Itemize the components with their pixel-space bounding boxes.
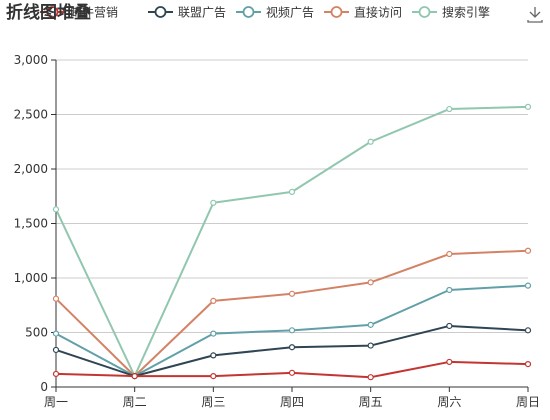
legend-item[interactable]: 直接访问 xyxy=(324,5,402,20)
data-point[interactable] xyxy=(288,369,296,376)
series-lines xyxy=(52,103,532,381)
x-tick-label: 周六 xyxy=(437,395,461,409)
legend-label: 视频广告 xyxy=(266,5,314,20)
legend-label: 邮件营销 xyxy=(70,6,118,20)
data-point[interactable] xyxy=(446,286,453,294)
data-point[interactable] xyxy=(52,330,60,337)
x-tick-label: 周日 xyxy=(516,395,540,409)
y-tick-label: 2,500 xyxy=(14,108,48,122)
data-point[interactable] xyxy=(210,330,217,337)
x-tick-label: 周一 xyxy=(44,395,68,409)
data-point[interactable] xyxy=(288,327,296,334)
data-point[interactable] xyxy=(52,370,60,378)
data-point[interactable] xyxy=(210,297,217,304)
legend-item[interactable]: 邮件营销 xyxy=(40,6,118,20)
data-point[interactable] xyxy=(367,321,374,328)
x-tick-label: 周三 xyxy=(201,395,225,409)
data-point[interactable] xyxy=(367,374,374,381)
data-point[interactable] xyxy=(210,352,217,359)
legend-label: 联盟广告 xyxy=(178,6,226,20)
data-point[interactable] xyxy=(446,358,453,366)
legend[interactable]: 邮件营销 联盟广告 视频广告 直接访问 搜索引擎 xyxy=(40,5,490,20)
legend-swatch-marker xyxy=(242,6,255,18)
y-tick-label: 3,000 xyxy=(14,53,48,67)
data-point[interactable] xyxy=(210,373,217,380)
grid-lines xyxy=(56,59,528,333)
data-point[interactable] xyxy=(52,206,60,213)
data-point[interactable] xyxy=(446,322,453,330)
data-point[interactable] xyxy=(52,295,60,302)
data-point[interactable] xyxy=(524,247,532,254)
legend-item[interactable]: 搜索引擎 xyxy=(412,5,490,20)
data-point[interactable] xyxy=(52,346,60,354)
y-tick-label: 1,500 xyxy=(14,217,48,231)
data-point[interactable] xyxy=(524,103,532,110)
chart-title: 折线图堆叠 xyxy=(6,2,91,23)
download-icon[interactable] xyxy=(527,7,543,23)
data-point[interactable] xyxy=(524,282,532,289)
x-tick-label: 周五 xyxy=(359,395,383,409)
data-point[interactable] xyxy=(524,361,532,368)
x-tick-label: 周二 xyxy=(123,395,147,409)
legend-swatch-marker xyxy=(418,6,431,18)
data-point[interactable] xyxy=(367,342,374,349)
y-tick-label: 1,000 xyxy=(14,271,48,285)
data-point[interactable] xyxy=(367,279,374,286)
data-point[interactable] xyxy=(524,327,532,334)
y-tick-label: 500 xyxy=(25,326,48,340)
data-point[interactable] xyxy=(210,199,217,206)
y-tick-label: 2,000 xyxy=(14,162,48,176)
y-tick-label: 0 xyxy=(40,380,48,394)
data-point[interactable] xyxy=(131,373,138,380)
data-point[interactable] xyxy=(288,344,296,351)
legend-swatch-marker xyxy=(330,6,343,18)
data-point[interactable] xyxy=(288,290,296,297)
data-point[interactable] xyxy=(446,250,453,258)
legend-label: 搜索引擎 xyxy=(442,5,490,20)
data-point[interactable] xyxy=(446,105,453,113)
data-point[interactable] xyxy=(288,188,296,195)
legend-swatch-marker xyxy=(46,6,59,18)
legend-item[interactable]: 联盟广告 xyxy=(148,6,226,20)
axes: 0 500 1,000 1,500 2,000 2,500 3,000 周一 周二 周三 周四 周五 周… xyxy=(14,53,540,409)
legend-label: 直接访问 xyxy=(354,5,402,20)
legend-item[interactable]: 视频广告 xyxy=(236,5,314,20)
data-point[interactable] xyxy=(367,138,374,145)
x-tick-label: 周四 xyxy=(280,395,304,409)
legend-swatch-marker xyxy=(154,6,167,18)
series-line xyxy=(55,105,529,378)
